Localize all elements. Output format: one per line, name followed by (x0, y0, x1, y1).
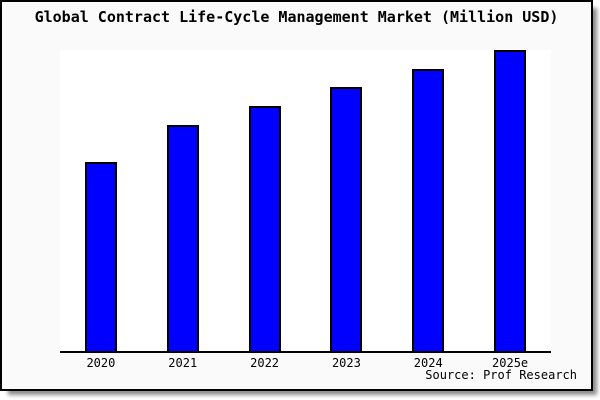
plot-area (60, 50, 551, 353)
bar-2020 (84, 162, 117, 351)
chart-title: Global Contract Life-Cycle Management Ma… (34, 8, 559, 26)
chart-frame: Global Contract Life-Cycle Management Ma… (0, 0, 593, 391)
bar-2023 (330, 87, 363, 351)
bar-2025e (494, 50, 527, 351)
source-note: Source: Prof Research (425, 368, 577, 382)
bar-2021 (166, 125, 199, 351)
x-tick-2024: 2024 (413, 356, 443, 370)
x-tick-2025e: 2025e (492, 356, 529, 370)
x-tick-2020: 2020 (86, 356, 116, 370)
bar-2024 (412, 69, 445, 351)
x-tick-2022: 2022 (250, 356, 280, 370)
x-tick-2023: 2023 (331, 356, 361, 370)
bar-2022 (248, 106, 281, 351)
x-tick-2021: 2021 (168, 356, 198, 370)
